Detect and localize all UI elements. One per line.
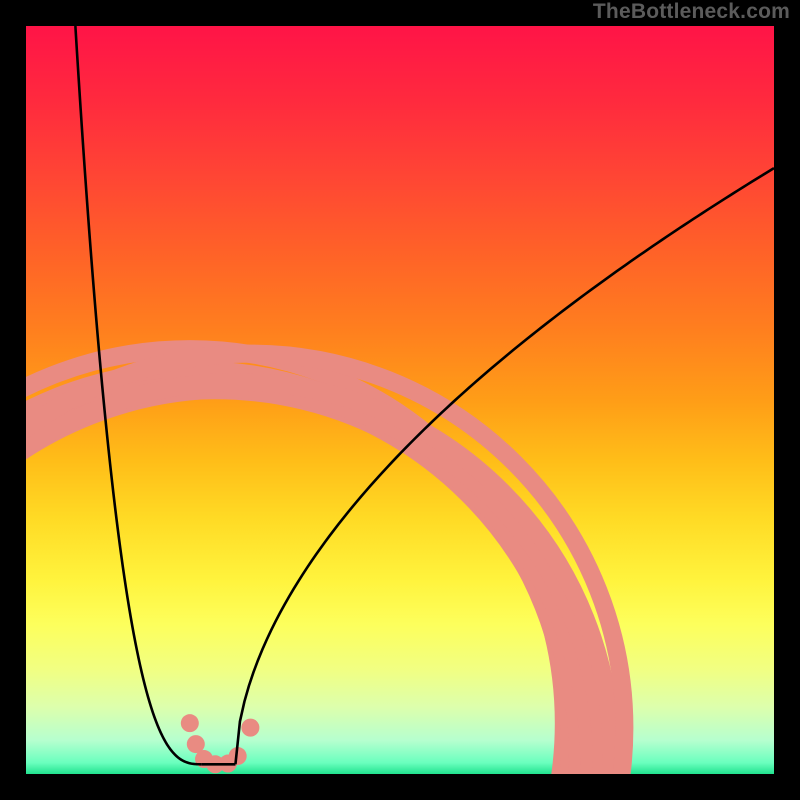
plot-area [26,26,774,774]
data-marker [241,719,259,737]
watermark-text: TheBottleneck.com [593,0,790,24]
chart-frame: TheBottleneck.com [0,0,800,800]
bottleneck-curve [26,26,774,774]
